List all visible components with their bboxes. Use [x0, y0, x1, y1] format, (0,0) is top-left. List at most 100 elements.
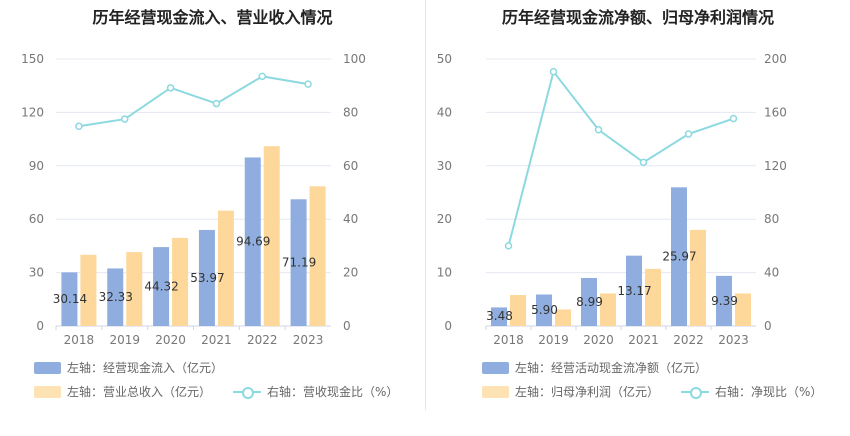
bar-series2 [690, 229, 706, 326]
legend-right-line[interactable]: 右轴：净现比（%） [681, 383, 822, 400]
y-right-tick-label: 40 [764, 266, 779, 280]
legend-label: 左轴：营业总收入（亿元） [67, 385, 212, 399]
data-label: 5.90 [531, 303, 558, 317]
line-point [212, 99, 221, 108]
legend-swatch-blue [482, 361, 509, 374]
y-right-tick-label: 100 [343, 52, 366, 66]
legend-swatch-line [233, 386, 262, 399]
line-point [258, 72, 266, 81]
legend-left-bar2[interactable]: 左轴：营业总收入（亿元） [34, 383, 211, 400]
x-tick-label: 2018 [64, 333, 95, 347]
bar-series2 [510, 295, 526, 326]
bar-series1 [244, 157, 261, 326]
y-right-tick-label: 20 [343, 266, 358, 280]
bar-series2 [600, 293, 616, 326]
y-left-tick-label: 10 [437, 266, 452, 280]
y-left-tick-label: 150 [21, 52, 44, 66]
legend-right-row2: 左轴：归母净利润（亿元） 右轴：净现比（%） [482, 383, 844, 400]
legend-left-row2: 左轴：营业总收入（亿元） 右轴：营收现金比（%） [34, 383, 420, 400]
bar-series1 [716, 275, 732, 326]
line-point [684, 130, 693, 138]
y-right-tick-label: 120 [764, 159, 787, 173]
y-left-tick-label: 30 [29, 266, 44, 280]
x-tick-label: 2022 [673, 333, 704, 347]
bar-series2 [80, 254, 97, 326]
legend-left-bar1[interactable]: 左轴：经营现金流入（亿元） [34, 359, 223, 376]
chart-title-left: 历年经营现金流入、营业收入情况 [92, 8, 333, 27]
line-point [166, 84, 175, 92]
data-label: 8.99 [576, 295, 603, 309]
bar-series2 [172, 237, 189, 326]
bar-series2 [555, 309, 571, 326]
y-right-tick-label: 40 [343, 212, 358, 226]
legend-label: 左轴：经营活动现金流净额（亿元） [515, 361, 708, 375]
legend-label: 右轴：营收现金比（%） [267, 385, 399, 399]
bar-series2 [309, 186, 326, 326]
data-label: 71.19 [282, 256, 316, 270]
bar-series2 [645, 268, 661, 326]
bar-series2 [735, 293, 751, 326]
line-point [729, 114, 738, 123]
data-label: 3.48 [486, 309, 513, 323]
bar-series1 [61, 272, 78, 326]
data-label: 13.17 [617, 284, 651, 298]
bar-series1 [107, 268, 124, 326]
legend-left-row1: 左轴：经营现金流入（亿元） [34, 359, 245, 376]
x-tick-label: 2019 [109, 333, 140, 347]
bar-series2 [263, 146, 280, 326]
y-left-tick-label: 20 [437, 212, 452, 226]
legend-swatch-orange [34, 385, 61, 398]
x-tick-label: 2023 [293, 333, 324, 347]
chart-panel-left: 历年经营现金流入、营业收入情况 0 30 60 90 120 150 0 20 40 60 80 10… [21, 8, 420, 400]
bar-series2 [126, 252, 143, 326]
bar-series1 [536, 294, 552, 326]
y-right-tick-label: 80 [343, 105, 358, 119]
legend-right-bar1[interactable]: 左轴：经营活动现金流净额（亿元） [482, 359, 707, 376]
x-tick-label: 2020 [583, 333, 614, 347]
y-left-tick-label: 50 [437, 52, 452, 66]
legend-left-line[interactable]: 右轴：营收现金比（%） [233, 383, 398, 400]
line-series [78, 75, 309, 128]
y-left-tick-label: 30 [437, 159, 452, 173]
bar-series1 [290, 199, 307, 326]
line-point [504, 242, 513, 250]
y-right-tick-label: 0 [764, 319, 772, 333]
bar-series1 [491, 307, 507, 326]
data-label: 53.97 [190, 271, 224, 285]
x-tick-label: 2018 [493, 333, 524, 347]
line-point [121, 115, 129, 123]
y-left-tick-label: 60 [29, 212, 44, 226]
legend-swatch-blue [34, 361, 61, 374]
data-label: 32.33 [99, 290, 133, 304]
x-tick-label: 2023 [718, 333, 749, 347]
x-tick-label: 2021 [628, 333, 659, 347]
bar-series1 [581, 277, 597, 326]
data-label: 30.14 [53, 292, 87, 306]
x-tick-label: 2021 [201, 333, 232, 347]
legend-right-bar2[interactable]: 左轴：归母净利润（亿元） [482, 383, 659, 400]
chart-panel-right: 历年经营现金流净额、归母净利润情况 0 10 20 30 40 50 0 40 80 120 160… [426, 0, 850, 436]
y-left-tick-label: 0 [36, 319, 44, 333]
legend-label: 右轴：净现比（%） [715, 385, 823, 399]
y-left-tick-label: 120 [21, 105, 44, 119]
legend-swatch-line [681, 386, 710, 399]
chart-title-right: 历年经营现金流净额、归母净利润情况 [501, 8, 774, 27]
line-series [507, 69, 734, 247]
legend-right-row1: 左轴：经营活动现金流净额（亿元） [482, 359, 729, 376]
bar-series1 [626, 255, 642, 326]
y-right-tick-label: 160 [764, 105, 787, 119]
bar-series1 [671, 187, 687, 326]
chart-left-plot: 0 30 60 90 120 150 0 20 40 60 80 100 2018 2019 2020 202… [21, 52, 366, 347]
bar-series1 [153, 247, 170, 326]
legend-swatch-orange [482, 385, 509, 398]
y-right-tick-label: 60 [343, 159, 358, 173]
y-right-tick-label: 0 [343, 319, 351, 333]
legend-label: 左轴：归母净利润（亿元） [515, 385, 660, 399]
chart-right-plot: 0 10 20 30 40 50 0 40 80 120 160 200 2018 2019 2020 202… [437, 52, 787, 347]
y-left-tick-label: 90 [29, 159, 44, 173]
y-right-tick-label: 200 [764, 52, 787, 66]
legend-label: 左轴：经营现金流入（亿元） [67, 361, 224, 375]
data-label: 9.39 [711, 294, 738, 308]
line-point [304, 80, 312, 88]
x-tick-label: 2022 [247, 333, 278, 347]
